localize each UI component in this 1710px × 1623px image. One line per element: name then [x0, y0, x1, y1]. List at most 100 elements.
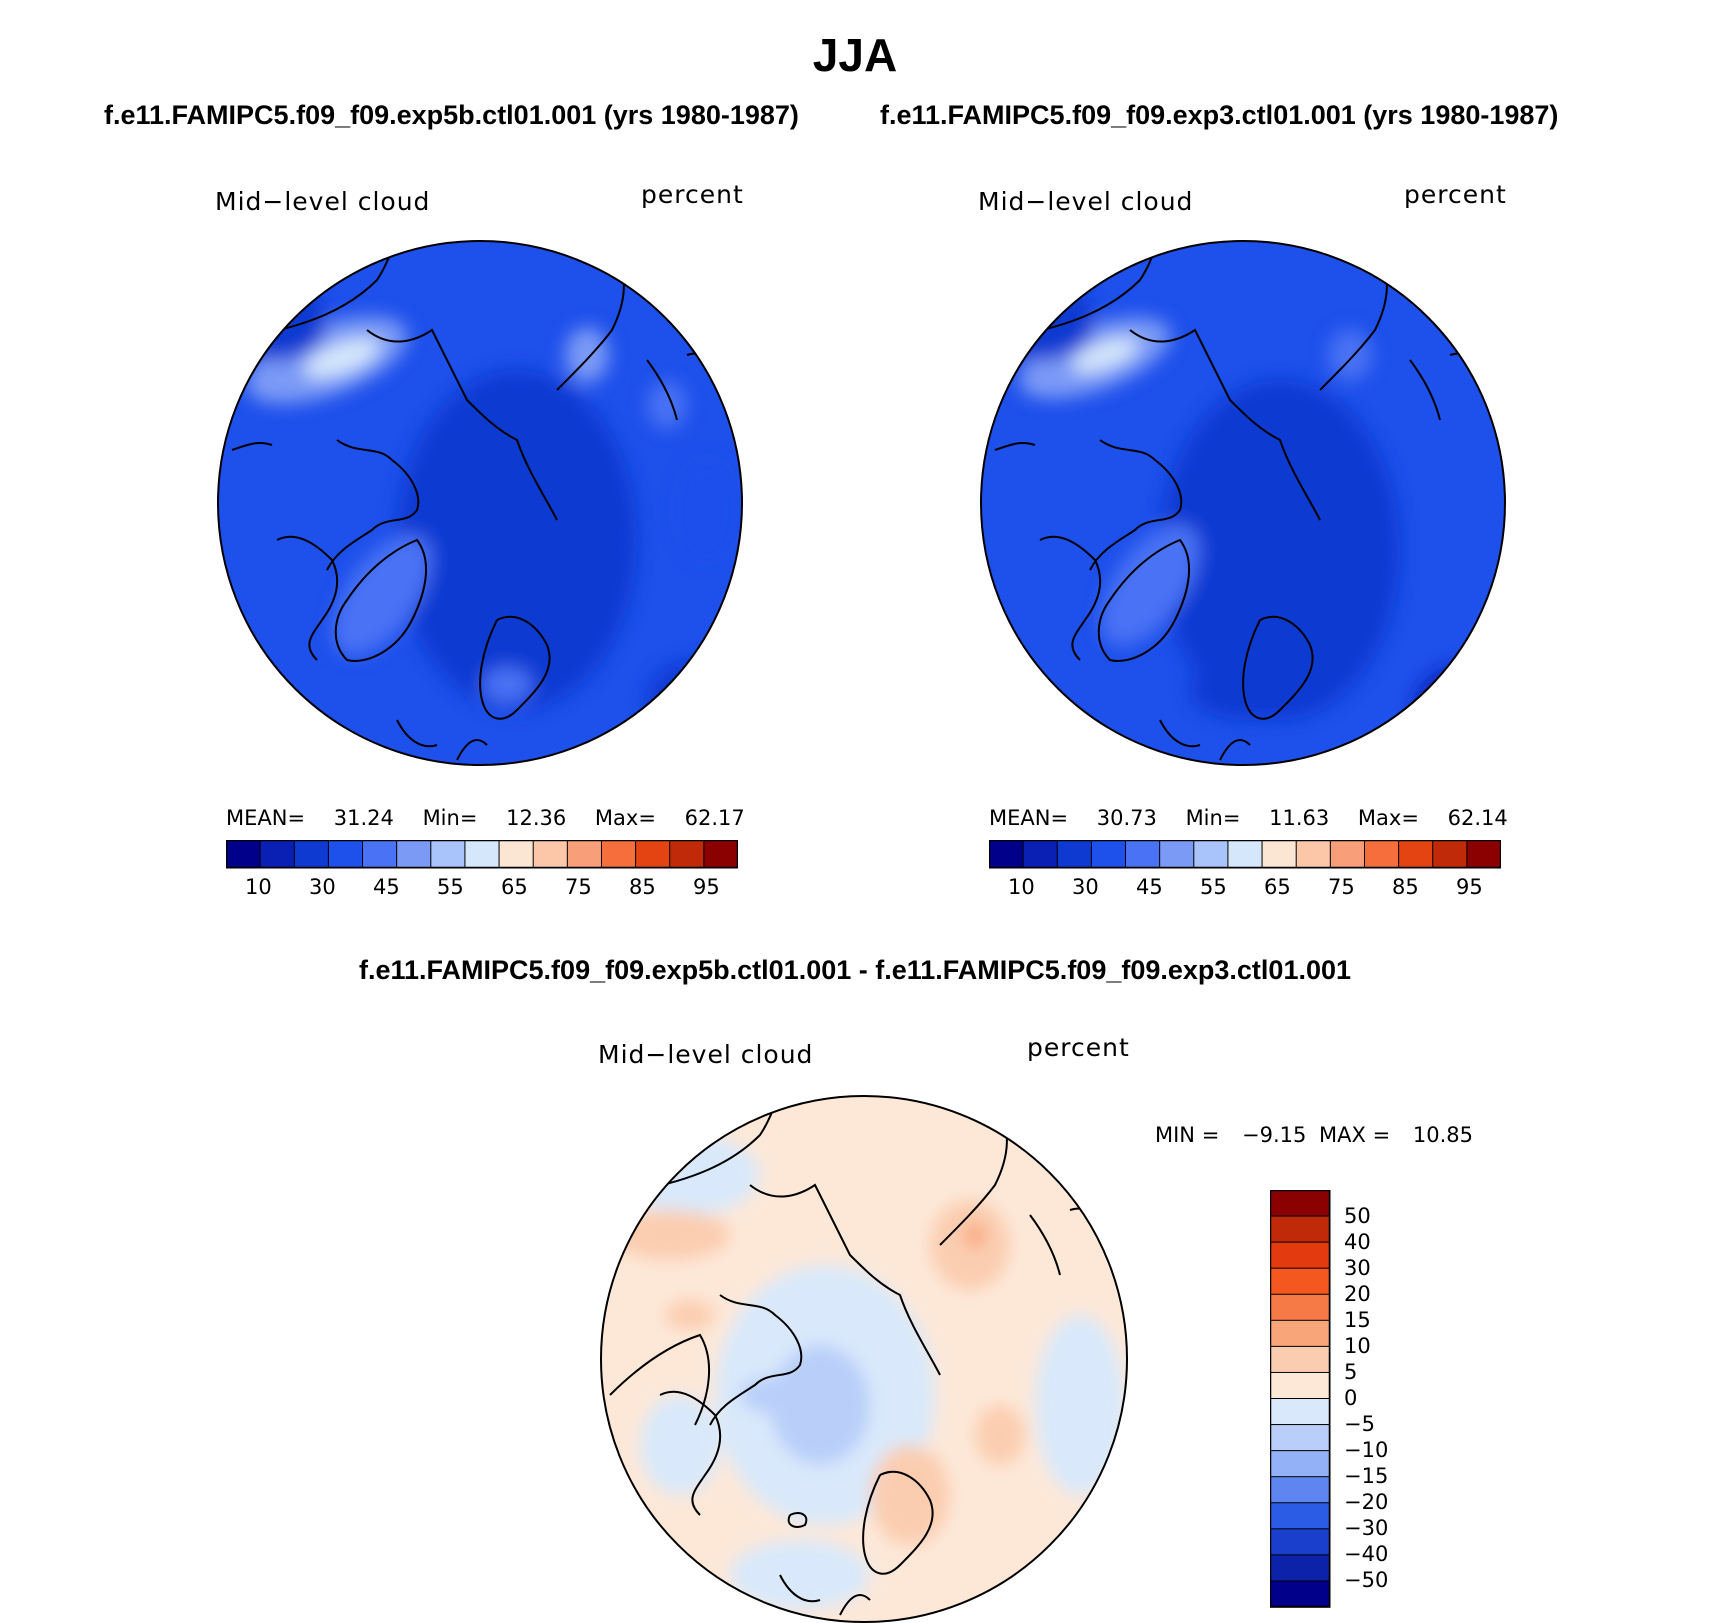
- tick-label: 5: [1344, 1360, 1358, 1384]
- field-negative-east: [1035, 1315, 1125, 1495]
- tick-label: 40: [1344, 1230, 1371, 1254]
- field-negative-south: [730, 1540, 870, 1610]
- field-negative-archipelago: [740, 1377, 800, 1413]
- tick-label: −50: [1344, 1568, 1389, 1592]
- tick-label: 10: [1008, 875, 1035, 899]
- variable-label-left: Mid−level cloud: [215, 187, 431, 216]
- field-peak-siberia: [304, 338, 380, 378]
- colorbar-cell: [1270, 1241, 1331, 1269]
- max-value: 62.14: [1447, 806, 1508, 830]
- colorbar-cell: [1432, 840, 1468, 869]
- mean-label: MEAN=: [226, 806, 306, 830]
- variable-label-diff: Mid−level cloud: [598, 1040, 814, 1069]
- case-label-right: f.e11.FAMIPC5.f09_f09.exp3.ctl01.001 (yr…: [880, 100, 1559, 130]
- tick-label: 30: [1344, 1256, 1371, 1280]
- field-high-alaska: [1328, 329, 1372, 381]
- field-low-europe: [1190, 660, 1310, 720]
- field-negative-nw: [620, 1135, 760, 1215]
- coastlines: [609, 1096, 1106, 1616]
- tick-label: 55: [1200, 875, 1227, 899]
- min-value: −9.15: [1241, 1123, 1307, 1147]
- colorbar-cell: [1466, 840, 1501, 869]
- field-high-canada: [647, 381, 687, 429]
- field-low-center: [397, 370, 637, 710]
- tick-label: 10: [245, 875, 272, 899]
- tick-label: 95: [1456, 875, 1483, 899]
- tick-label: 30: [309, 875, 336, 899]
- units-label-right: percent: [1404, 180, 1507, 209]
- tick-label: −5: [1344, 1412, 1375, 1436]
- tick-label: 45: [1136, 875, 1163, 899]
- map-left: [217, 240, 743, 766]
- tick-label: −15: [1344, 1464, 1389, 1488]
- colorbar-cell: [1022, 840, 1059, 869]
- field-high-europe: [482, 667, 532, 703]
- colorbar-cell: [430, 840, 466, 869]
- case-label-left: f.e11.FAMIPC5.f09_f09.exp5b.ctl01.001 (y…: [104, 100, 799, 130]
- colorbar-right: [989, 840, 1501, 869]
- colorbar-cell: [1270, 1293, 1331, 1322]
- units-label-left: percent: [641, 180, 744, 209]
- colorbar-cell: [1056, 840, 1093, 869]
- map-border: [217, 240, 743, 766]
- map-border: [980, 240, 1506, 766]
- colorbar-cell: [1270, 1190, 1331, 1217]
- field-negative-core: [770, 1345, 870, 1465]
- colorbar-cell: [327, 840, 364, 869]
- field-high-alaska: [565, 327, 609, 383]
- tick-label: 10: [1344, 1334, 1371, 1358]
- colorbar-left-ticks: 10 30 45 55 65 75 85 95: [226, 875, 738, 903]
- coastlines: [994, 241, 1486, 761]
- colorbar-cell: [600, 840, 637, 869]
- tick-label: 85: [1392, 875, 1419, 899]
- colorbar-cell: [1261, 840, 1298, 869]
- field-low-se: [647, 660, 742, 740]
- tick-label: 50: [1344, 1204, 1371, 1228]
- tick-label: 65: [501, 875, 528, 899]
- min-label: MIN =: [1155, 1123, 1220, 1147]
- colorbar-cell: [1270, 1424, 1331, 1452]
- min-label: Min=: [1185, 806, 1241, 830]
- tick-label: 95: [693, 875, 720, 899]
- field-low-center: [1160, 380, 1400, 720]
- colorbar-cell: [1270, 1215, 1331, 1243]
- colorbar-cell: [1090, 840, 1127, 869]
- colorbar-cell: [1270, 1345, 1331, 1374]
- colorbar-cell: [1270, 1580, 1331, 1608]
- figure-title: JJA: [812, 29, 898, 81]
- tick-label: −40: [1344, 1542, 1389, 1566]
- colorbar-cell: [1295, 840, 1332, 869]
- difference-title: f.e11.FAMIPC5.f09_f09.exp5b.ctl01.001 - …: [358, 955, 1352, 985]
- field-high-greenland: [1100, 524, 1200, 646]
- colorbar-cell: [1270, 1319, 1331, 1348]
- field-negative-west: [640, 1395, 720, 1495]
- field-positive-greenland: [665, 1300, 715, 1330]
- colorbar-cell: [464, 840, 500, 869]
- colorbar-cell: [703, 840, 738, 869]
- tick-label: −10: [1344, 1438, 1389, 1462]
- min-value: 12.36: [506, 806, 567, 830]
- colorbar-cell: [1193, 840, 1229, 869]
- colorbar-cell: [1270, 1476, 1331, 1504]
- colorbar-difference: [1270, 1190, 1331, 1608]
- colorbar-cell: [635, 840, 671, 869]
- colorbar-cell: [1125, 840, 1161, 869]
- colorbar-cell: [396, 840, 432, 869]
- min-value: 11.63: [1269, 806, 1330, 830]
- colorbar-cell: [532, 840, 569, 869]
- mean-value: 31.24: [333, 806, 394, 830]
- field-positive-scandinavia: [870, 1445, 950, 1545]
- stats-left: MEAN= 31.24 Min= 12.36 Max= 62.17: [226, 806, 745, 830]
- tick-label: 55: [437, 875, 464, 899]
- mean-label: MEAN=: [989, 806, 1069, 830]
- colorbar-cell: [259, 840, 296, 869]
- colorbar-cell: [498, 840, 535, 869]
- colorbar-cell: [293, 840, 330, 869]
- tick-label: 45: [373, 875, 400, 899]
- colorbar-right-ticks: 10 30 45 55 65 75 85 95: [989, 875, 1501, 903]
- colorbar-cell: [1398, 840, 1434, 869]
- max-label: Max=: [1357, 806, 1419, 830]
- tick-label: 75: [1328, 875, 1355, 899]
- colorbar-cell: [1270, 1398, 1331, 1426]
- max-label: MAX =: [1319, 1123, 1391, 1147]
